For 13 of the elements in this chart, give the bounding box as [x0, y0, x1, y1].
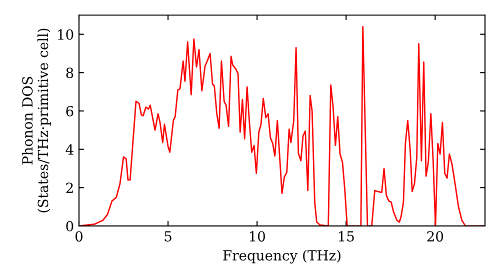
y-tick-label: 2 [66, 182, 73, 193]
x-tick-label: 20 [427, 231, 444, 242]
y-tick-label: 8 [66, 68, 74, 78]
y-tick-label: 4 [66, 144, 74, 155]
x-tick-label: 15 [338, 231, 354, 242]
y-axis-title: Phonon DOS (States/THz·primitive cell) [22, 28, 51, 212]
y-tick-label: 10 [58, 29, 74, 40]
y-tick-label: 0 [66, 220, 74, 232]
x-tick-label: 10 [250, 231, 265, 242]
x-tick-label: 0 [75, 231, 82, 242]
y-tick-label: 6 [66, 106, 74, 116]
x-tick-label: 5 [164, 231, 172, 242]
x-axis-title: Frequency (THz) [223, 250, 340, 264]
